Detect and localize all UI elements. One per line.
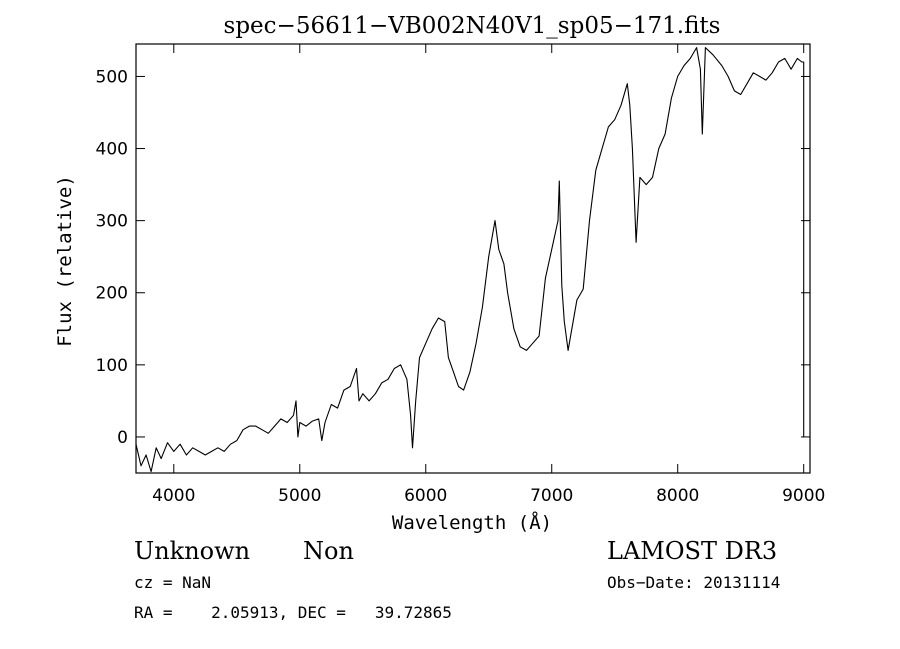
redshift-cz: cz = NaN: [134, 573, 212, 592]
x-tick-label: 6000: [404, 486, 447, 506]
y-tick-label: 400: [96, 140, 128, 160]
y-tick-label: 0: [117, 428, 128, 448]
x-tick-label: 4000: [152, 486, 195, 506]
x-tick-label: 8000: [656, 486, 699, 506]
chart-title: spec−56611−VB002N40V1_sp05−171.fits: [224, 13, 721, 39]
y-tick-label: 300: [96, 212, 128, 232]
survey-name: LAMOST DR3: [607, 537, 778, 565]
x-tick-label: 9000: [782, 486, 825, 506]
x-tick-label: 7000: [530, 486, 573, 506]
spectral-class: Unknown: [134, 537, 251, 565]
obs-date: Obs−Date: 20131114: [607, 573, 781, 592]
y-axis-label: Flux (relative): [54, 175, 76, 347]
x-axis-ticks: 4000 5000 6000 7000 8000 9000: [152, 44, 825, 506]
y-tick-label: 100: [96, 356, 128, 376]
spectrum-line: [135, 47, 805, 473]
y-tick-label: 200: [96, 284, 128, 304]
y-axis-ticks: 0 100 200 300 400 500: [96, 67, 810, 448]
x-tick-label: 5000: [278, 486, 321, 506]
ra-dec-coords: RA = 2.05913, DEC = 39.72865: [134, 603, 452, 622]
plot-frame: [135, 43, 811, 474]
spectral-subclass: Non: [303, 537, 354, 565]
x-axis-label: Wavelength (Å): [392, 511, 552, 534]
y-tick-label: 500: [96, 67, 128, 87]
